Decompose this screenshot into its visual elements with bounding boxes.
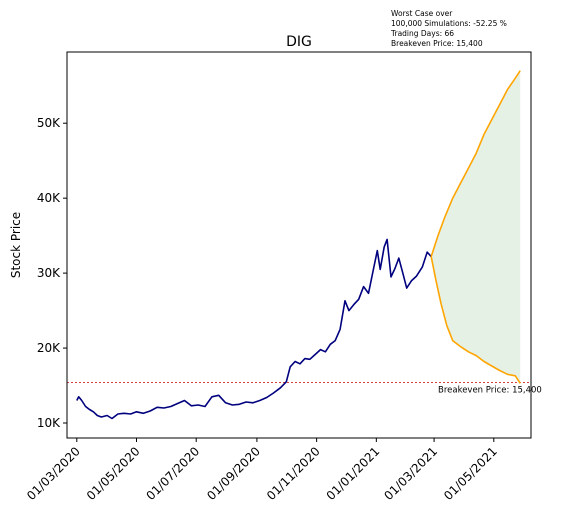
breakeven-label: Breakeven Price: 15,400 — [438, 386, 542, 396]
y-tick-label-1: 10K — [37, 416, 61, 430]
forecast-band — [431, 70, 521, 384]
series-line-2 — [430, 70, 521, 257]
y-tick-label-2: 20K — [37, 341, 61, 355]
annotation-line-2: 100,000 Simulations: -52.25 % — [391, 19, 507, 28]
y-tick-label-5: 50K — [37, 116, 61, 130]
y-tick-label-4: 40K — [37, 191, 61, 205]
y-tick-label-3: 30K — [37, 266, 61, 280]
y-axis-label: Stock Price — [9, 212, 23, 278]
series-line-1 — [76, 238, 432, 420]
annotation-line-3: Trading Days: 66 — [390, 29, 454, 38]
annotation-line-4: Breakeven Price: 15,400 — [391, 39, 483, 48]
chart-title: DIG — [286, 34, 312, 50]
annotation-line-1: Worst Case over — [391, 9, 453, 18]
plot-frame — [66, 51, 532, 439]
series-line-3 — [430, 256, 521, 384]
